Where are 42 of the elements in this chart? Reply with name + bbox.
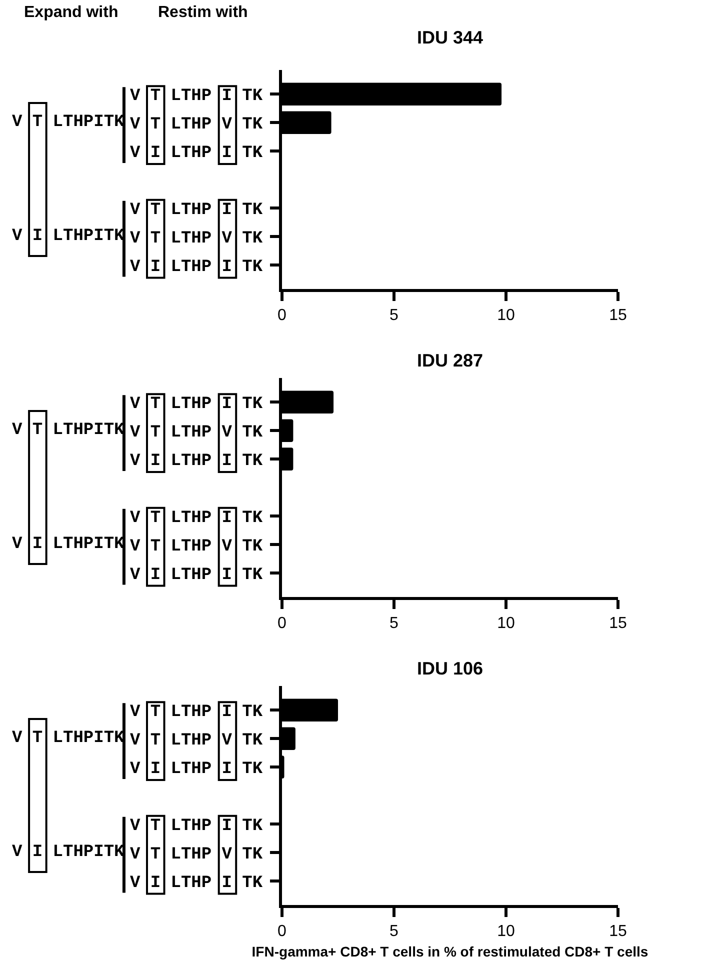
x-tick-label: 0	[278, 615, 287, 632]
x-tick-label: 10	[497, 923, 515, 940]
y-tick-label: V I LTHP I TK	[130, 760, 264, 780]
text: V I LTHPITK	[12, 843, 126, 862]
text: V I LTHPITK	[12, 227, 126, 246]
chart-title: IDU 287	[416, 350, 484, 370]
y-tick-label: V T LTHP I TK	[130, 87, 264, 106]
x-tick-label: 10	[497, 307, 515, 324]
text: V T LTHPITK	[12, 113, 126, 132]
y-tick-label: V T LTHP V TK	[130, 732, 264, 751]
chart-title: IDU 344	[416, 27, 484, 48]
y-tick-label: V I LTHP I TK	[130, 258, 264, 277]
y-tick-label: V T LTHP I TK	[130, 816, 264, 836]
x-tick-label: 5	[390, 307, 399, 324]
y-tick-label: V T LTHP V TK	[130, 537, 264, 556]
y-tick-label: V T LTHP I TK	[130, 395, 264, 414]
text: Restim with	[158, 4, 248, 21]
text: Expand with	[24, 4, 118, 21]
y-tick-label: V I LTHP I TK	[130, 144, 264, 164]
text: V T LTHPITK	[12, 729, 126, 748]
x-tick-label: 0	[278, 307, 287, 324]
x-tick-label: 15	[609, 923, 627, 940]
y-tick-label: V T LTHP I TK	[130, 508, 264, 528]
text: V T LTHPITK	[12, 421, 126, 440]
y-tick-label: V I LTHP I TK	[130, 874, 264, 893]
y-tick-label: V T LTHP V TK	[130, 845, 264, 864]
y-tick-label: V I LTHP I TK	[130, 452, 264, 472]
x-tick-label: 5	[390, 615, 399, 632]
chart-title: IDU 106	[416, 658, 484, 678]
y-tick-label: V I LTHP I TK	[130, 566, 264, 585]
y-tick-label: V T LTHP V TK	[130, 424, 264, 443]
x-tick-label: 15	[609, 307, 627, 324]
y-tick-label: V T LTHP I TK	[130, 200, 264, 220]
x-tick-label: 15	[609, 615, 627, 632]
text: V I LTHPITK	[12, 535, 126, 554]
y-tick-label: V T LTHP V TK	[130, 116, 264, 135]
y-tick-label: V T LTHP V TK	[130, 229, 264, 248]
x-tick-label: 10	[497, 615, 515, 632]
x-tick-label: 0	[278, 923, 287, 940]
x-tick-label: 5	[390, 923, 399, 940]
y-tick-label: V T LTHP I TK	[130, 703, 264, 722]
x-axis-title: IFN-gamma+ CD8+ T cells in % of restimulated CD8+ T cells	[252, 944, 648, 960]
